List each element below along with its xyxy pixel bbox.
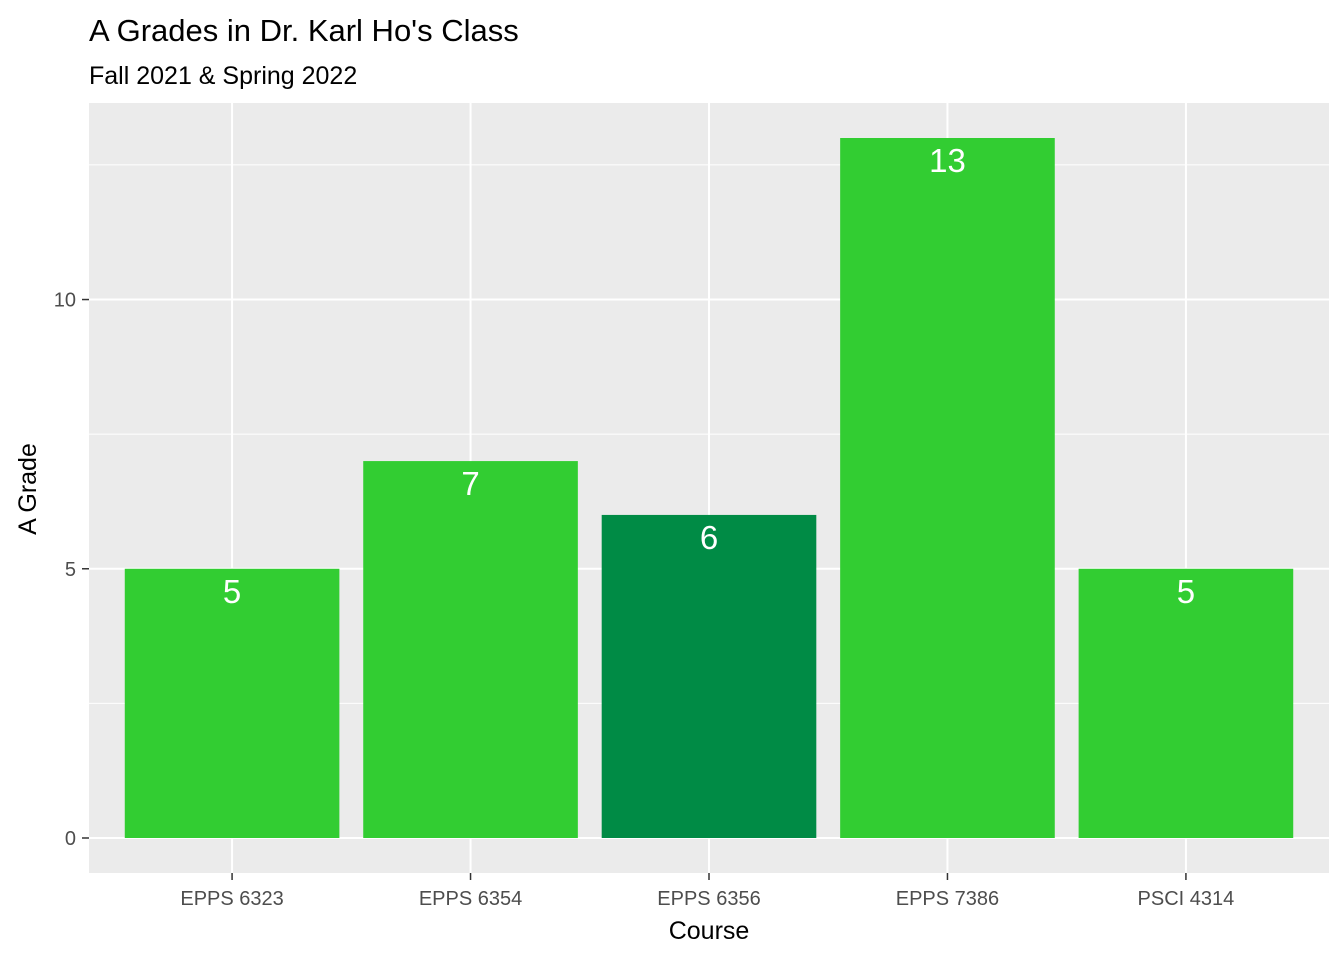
- x-tick-label: EPPS 6354: [419, 888, 522, 910]
- y-tick-label: 0: [65, 828, 76, 850]
- bar-value-labels: 5 7 6 13 5: [223, 142, 1195, 610]
- y-axis: 0 5 10: [54, 290, 89, 850]
- x-tick-label: EPPS 6356: [657, 888, 760, 910]
- bar: [1078, 568, 1294, 838]
- y-tick-label: 10: [54, 290, 76, 312]
- x-axis: EPPS 6323 EPPS 6354 EPPS 6356 EPPS 7386 PSCI…: [180, 873, 1234, 910]
- y-tick-label: 5: [65, 559, 76, 581]
- bar-value-label: 13: [929, 142, 966, 179]
- bar: [363, 461, 578, 838]
- bar-value-label: 5: [1177, 573, 1195, 610]
- chart-title: A Grades in Dr. Karl Ho's Class: [89, 13, 519, 48]
- bar: [840, 138, 1055, 838]
- x-axis-title: Course: [669, 917, 750, 945]
- x-tick-label: PSCI 4314: [1138, 888, 1235, 910]
- bar-value-label: 6: [700, 519, 718, 556]
- bar: [124, 568, 340, 838]
- x-tick-label: EPPS 6323: [180, 888, 283, 910]
- bars: [124, 138, 1294, 838]
- chart-subtitle: Fall 2021 & Spring 2022: [89, 62, 357, 90]
- bar-value-label: 5: [223, 573, 241, 610]
- x-tick-label: EPPS 7386: [896, 888, 999, 910]
- bar: [601, 514, 817, 838]
- y-axis-title: A Grade: [14, 443, 42, 535]
- bar-value-label: 7: [461, 465, 479, 502]
